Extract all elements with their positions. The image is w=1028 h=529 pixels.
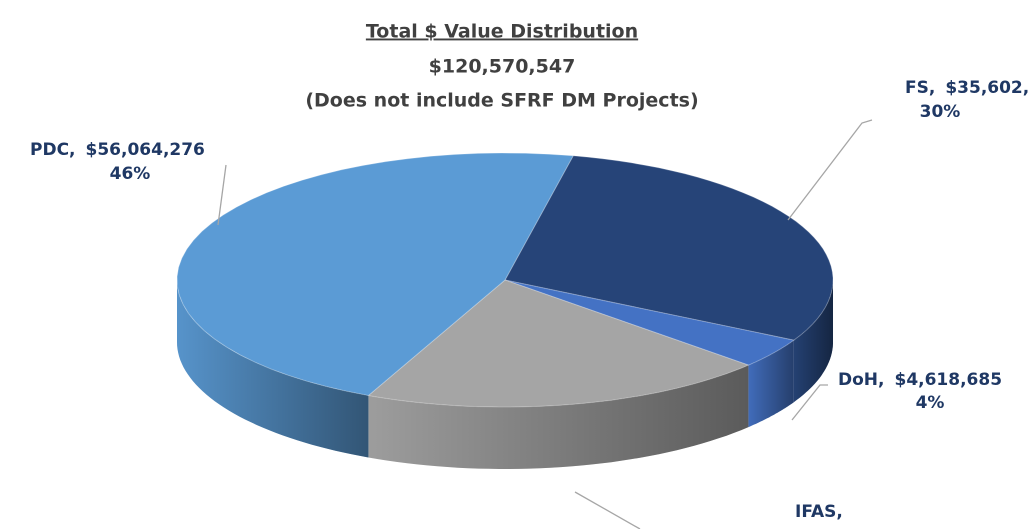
- pie-side-shade: [748, 340, 794, 428]
- data-label: FS, $35,602,486: [905, 78, 1028, 98]
- percent-label: 4%: [916, 393, 945, 413]
- chart-title: Total $ Value Distribution: [366, 21, 638, 43]
- leader-line: [791, 384, 828, 421]
- leader-line: [574, 491, 641, 529]
- pie-slice: [504, 155, 834, 341]
- value-label: $4,618,685: [894, 370, 1002, 390]
- category-label: DoH,: [838, 370, 884, 390]
- data-label: DoH, $4,618,685: [838, 370, 1002, 390]
- pie-slice: [367, 279, 750, 408]
- value-label: $56,064,276: [86, 140, 205, 160]
- percent-label: 46%: [110, 164, 151, 184]
- pie-slice: [504, 279, 795, 366]
- chart-subtitle: (Does not include SFRF DM Projects): [305, 90, 698, 112]
- pie-side-shade: [793, 280, 833, 403]
- leader-line: [787, 119, 873, 221]
- percent-label: 30%: [920, 102, 961, 122]
- pie-side-shade: [177, 280, 369, 458]
- data-label: IFAS,: [795, 502, 843, 522]
- pie-slice: [176, 152, 575, 397]
- pie-side-shade: [368, 365, 749, 469]
- pie: [176, 152, 834, 469]
- category-label: PDC,: [30, 140, 76, 160]
- category-label: FS,: [905, 78, 935, 98]
- leader-line: [217, 164, 227, 226]
- value-label: $35,602,486: [945, 78, 1028, 98]
- category-label: IFAS,: [795, 502, 843, 522]
- chart-subtitle: $120,570,547: [429, 56, 576, 78]
- data-label: PDC, $56,064,276: [30, 140, 205, 160]
